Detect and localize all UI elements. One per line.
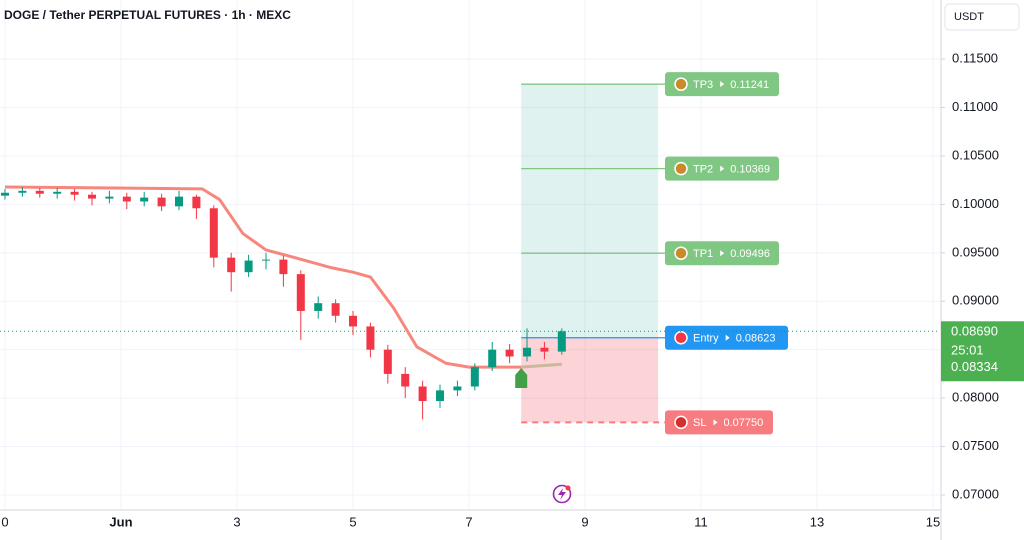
level-name[interactable]: SL (693, 417, 706, 429)
y-tick-label: 0.07000 (952, 486, 999, 501)
candle-body (53, 191, 62, 194)
candle-body (244, 260, 253, 273)
level-icon (674, 77, 688, 91)
candle-body (557, 331, 566, 352)
level-arrow (725, 334, 730, 341)
x-tick-label: 11 (694, 514, 708, 529)
candle-body (140, 197, 149, 202)
y-tick-label: 0.08000 (952, 390, 999, 405)
candle-body (279, 259, 288, 275)
level-price[interactable]: 0.07750 (723, 417, 763, 429)
candle-body (540, 347, 549, 352)
grid (0, 0, 940, 510)
candle-body (70, 191, 79, 195)
position-tool[interactable]: TP1 0.09496 TP2 0.10369 TP3 0.11241 Entry 0.086… (521, 72, 788, 435)
candle-body (383, 349, 392, 374)
candle-body (401, 373, 410, 387)
candle-body (209, 208, 218, 258)
level-icon (674, 331, 688, 345)
x-tick-label: 15 (926, 514, 940, 529)
y-tick-label: 0.09500 (952, 244, 999, 259)
candle-body (418, 386, 427, 402)
level-name[interactable]: TP2 (693, 164, 713, 176)
last-price-label: 0.08690 (951, 324, 998, 339)
candle-body (35, 190, 44, 194)
candle-body (122, 196, 131, 202)
axes: 0.070000.075000.080000.085000.090000.095… (1, 51, 1024, 529)
level-icon (674, 161, 688, 176)
level-price[interactable]: 0.08623 (736, 333, 776, 345)
profit-zone[interactable] (521, 84, 659, 338)
candle-body (331, 303, 340, 316)
level-arrow (720, 250, 725, 257)
level-label-box[interactable] (665, 410, 773, 435)
level-icon (674, 246, 688, 260)
y-tick-label: 0.07500 (952, 438, 999, 453)
y-tick-label: 0.10500 (952, 147, 999, 162)
x-tick-label: 9 (581, 514, 588, 529)
y-tick-label: 0.09000 (952, 293, 999, 308)
x-tick-label: Jun (109, 514, 132, 529)
moving-average (521, 362, 562, 369)
level-name[interactable]: TP1 (693, 248, 713, 260)
level-name[interactable]: Entry (693, 333, 719, 345)
candle-body (314, 303, 323, 311)
candle-body (470, 367, 479, 387)
currency[interactable]: USDT (954, 11, 984, 23)
plot (0, 185, 940, 420)
x-tick-label: 3 (233, 514, 240, 529)
candle-body (105, 196, 114, 199)
candle-body (296, 274, 305, 311)
x-tick-label: 13 (810, 514, 824, 529)
candle-body (0, 192, 9, 196)
currency-button[interactable] (944, 3, 1020, 31)
level-price[interactable]: 0.09496 (730, 248, 770, 260)
level-arrow (720, 165, 725, 172)
candle-body (87, 194, 96, 199)
y-tick-label: 0.11500 (952, 51, 998, 66)
candle-body (192, 196, 201, 209)
second-price-label: 0.08334 (951, 359, 998, 374)
level-icon (674, 415, 688, 430)
lightning-icon[interactable] (552, 484, 572, 504)
countdown: 25:01 (951, 343, 984, 358)
y-tick-label: 0.11000 (952, 99, 998, 114)
entry-marker (515, 368, 528, 388)
last-price-box (941, 321, 1024, 382)
x-tick-label: 0 (1, 514, 8, 529)
candle-body (262, 259, 271, 261)
candle-body (505, 349, 514, 357)
candle-body (157, 197, 166, 207)
level-arrow (720, 81, 725, 88)
level-price[interactable]: 0.10369 (730, 164, 770, 176)
level-arrow (713, 419, 718, 426)
moving-average (4, 185, 522, 369)
candle-body (227, 257, 236, 273)
candle-body (488, 349, 497, 368)
candle-body (453, 386, 462, 391)
level-price[interactable]: 0.11241 (730, 79, 769, 91)
candle-body (523, 347, 532, 357)
candle-body (349, 315, 358, 327)
candle-body (436, 390, 445, 402)
chart-title: DOGE / Tether PERPETUAL FUTURES · 1h · M… (4, 8, 291, 22)
candle-body (18, 190, 27, 193)
x-tick-label: 5 (349, 514, 356, 529)
y-tick-label: 0.10000 (952, 196, 999, 211)
candle-body (366, 326, 375, 350)
candle-body (174, 196, 183, 207)
x-tick-label: 7 (465, 514, 472, 529)
level-name[interactable]: TP3 (693, 79, 713, 91)
